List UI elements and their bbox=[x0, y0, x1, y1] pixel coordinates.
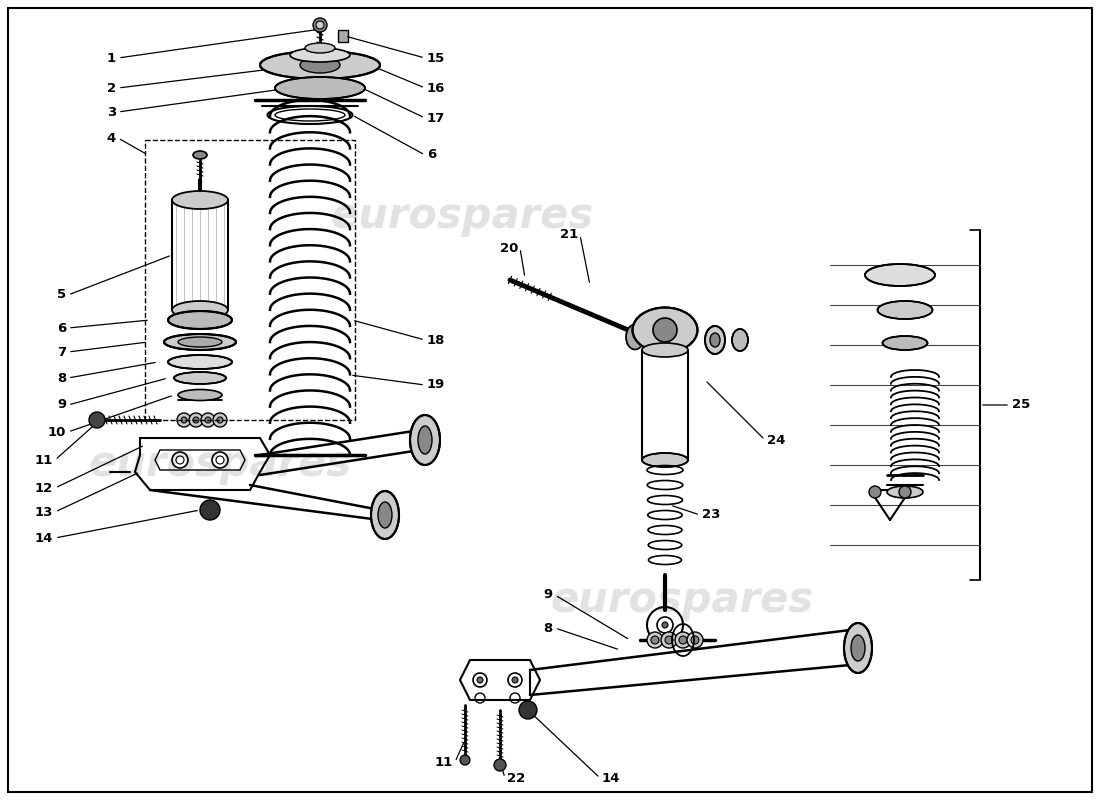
Text: eurospares: eurospares bbox=[330, 195, 594, 237]
Ellipse shape bbox=[371, 491, 399, 539]
Ellipse shape bbox=[851, 635, 865, 661]
Ellipse shape bbox=[260, 51, 379, 79]
Circle shape bbox=[519, 701, 537, 719]
Text: 15: 15 bbox=[427, 51, 446, 65]
Text: 8: 8 bbox=[57, 371, 66, 385]
Text: 4: 4 bbox=[107, 131, 116, 145]
Text: 10: 10 bbox=[47, 426, 66, 438]
Text: 19: 19 bbox=[427, 378, 446, 391]
Text: 17: 17 bbox=[427, 111, 446, 125]
Ellipse shape bbox=[168, 355, 232, 369]
Circle shape bbox=[869, 486, 881, 498]
Ellipse shape bbox=[275, 77, 365, 99]
Ellipse shape bbox=[887, 486, 923, 498]
Circle shape bbox=[494, 759, 506, 771]
Text: 5: 5 bbox=[57, 289, 66, 302]
Text: 1: 1 bbox=[107, 51, 116, 65]
Text: 22: 22 bbox=[507, 771, 526, 785]
Ellipse shape bbox=[642, 453, 688, 467]
Circle shape bbox=[217, 417, 223, 423]
Text: 11: 11 bbox=[434, 755, 453, 769]
Ellipse shape bbox=[290, 48, 350, 62]
Text: 20: 20 bbox=[499, 242, 518, 254]
Text: 2: 2 bbox=[107, 82, 116, 94]
Circle shape bbox=[89, 412, 104, 428]
Text: 25: 25 bbox=[1012, 398, 1031, 411]
Ellipse shape bbox=[168, 311, 232, 329]
Ellipse shape bbox=[710, 333, 720, 347]
Circle shape bbox=[316, 21, 324, 29]
Text: 14: 14 bbox=[34, 531, 53, 545]
Ellipse shape bbox=[305, 43, 336, 53]
Text: 18: 18 bbox=[427, 334, 446, 346]
Circle shape bbox=[201, 413, 214, 427]
Circle shape bbox=[651, 636, 659, 644]
Text: eurospares: eurospares bbox=[88, 443, 352, 485]
Circle shape bbox=[653, 318, 676, 342]
Circle shape bbox=[679, 636, 688, 644]
Circle shape bbox=[189, 413, 204, 427]
Circle shape bbox=[314, 18, 327, 32]
Circle shape bbox=[688, 632, 703, 648]
Text: 24: 24 bbox=[767, 434, 785, 446]
Ellipse shape bbox=[878, 301, 933, 319]
Text: 7: 7 bbox=[57, 346, 66, 358]
Circle shape bbox=[460, 755, 470, 765]
Bar bbox=[145, 140, 355, 420]
Circle shape bbox=[661, 632, 676, 648]
Circle shape bbox=[662, 622, 668, 628]
Ellipse shape bbox=[632, 307, 697, 353]
Ellipse shape bbox=[844, 623, 872, 673]
Circle shape bbox=[205, 417, 211, 423]
Text: 12: 12 bbox=[35, 482, 53, 494]
Polygon shape bbox=[338, 30, 348, 42]
Text: 16: 16 bbox=[427, 82, 446, 94]
Ellipse shape bbox=[378, 502, 392, 528]
Ellipse shape bbox=[300, 57, 340, 73]
Ellipse shape bbox=[626, 325, 644, 350]
Text: 13: 13 bbox=[34, 506, 53, 518]
Text: 9: 9 bbox=[543, 589, 553, 602]
Ellipse shape bbox=[172, 301, 228, 319]
Circle shape bbox=[691, 636, 698, 644]
Circle shape bbox=[192, 417, 199, 423]
Ellipse shape bbox=[705, 326, 725, 354]
Text: eurospares: eurospares bbox=[550, 579, 814, 621]
Text: 23: 23 bbox=[702, 509, 721, 522]
Circle shape bbox=[666, 636, 673, 644]
Circle shape bbox=[182, 417, 187, 423]
Text: 14: 14 bbox=[602, 771, 620, 785]
Text: 3: 3 bbox=[107, 106, 116, 118]
Ellipse shape bbox=[642, 343, 688, 357]
Ellipse shape bbox=[732, 329, 748, 351]
Text: 21: 21 bbox=[560, 229, 578, 242]
Text: 6: 6 bbox=[427, 149, 437, 162]
Text: 11: 11 bbox=[35, 454, 53, 466]
Circle shape bbox=[213, 413, 227, 427]
Ellipse shape bbox=[865, 264, 935, 286]
Ellipse shape bbox=[192, 151, 207, 159]
Circle shape bbox=[512, 677, 518, 683]
Ellipse shape bbox=[174, 372, 226, 384]
Circle shape bbox=[477, 677, 483, 683]
Text: 9: 9 bbox=[57, 398, 66, 411]
Ellipse shape bbox=[882, 336, 927, 350]
Ellipse shape bbox=[172, 191, 228, 209]
Text: 6: 6 bbox=[57, 322, 66, 334]
Circle shape bbox=[200, 500, 220, 520]
Text: 8: 8 bbox=[543, 622, 553, 634]
Circle shape bbox=[177, 413, 191, 427]
Circle shape bbox=[899, 486, 911, 498]
Ellipse shape bbox=[178, 390, 222, 401]
Circle shape bbox=[647, 632, 663, 648]
Circle shape bbox=[675, 632, 691, 648]
Ellipse shape bbox=[178, 337, 222, 347]
Ellipse shape bbox=[410, 415, 440, 465]
Ellipse shape bbox=[418, 426, 432, 454]
Ellipse shape bbox=[164, 334, 236, 350]
